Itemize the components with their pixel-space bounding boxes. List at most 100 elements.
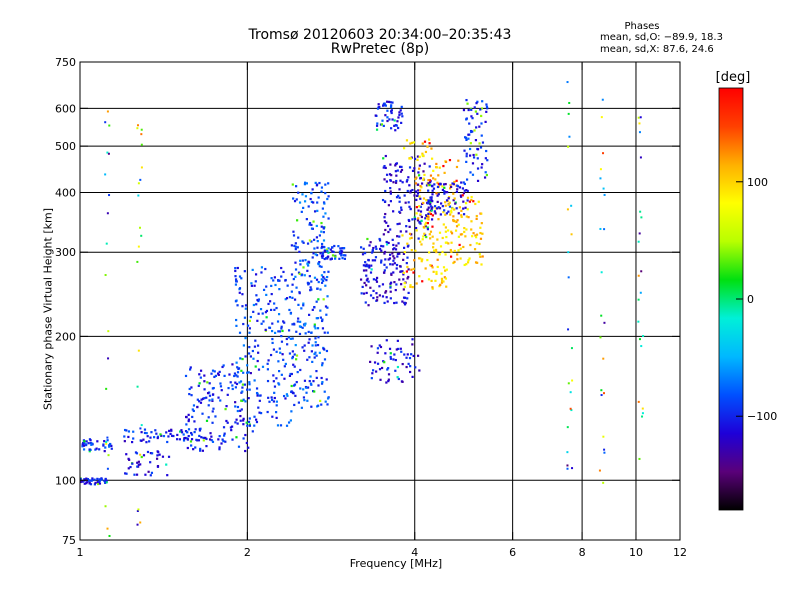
data-point [403,303,407,306]
data-point [443,276,446,279]
data-point [400,350,403,353]
data-point [170,429,173,432]
data-point [238,275,242,278]
data-point [403,246,406,249]
data-point [152,436,156,439]
data-point [139,521,142,524]
data-point [203,380,206,383]
data-point [280,373,283,376]
data-point [123,440,126,443]
data-point [334,255,337,258]
data-point [188,392,191,396]
data-point [480,222,483,225]
data-point [285,297,289,300]
data-point [129,465,132,469]
data-point [398,235,401,238]
data-point [389,200,392,203]
data-point [149,436,152,439]
chart-title: Tromsø 20120603 20:34:00–20:35:43 [248,27,512,43]
data-point [478,242,481,246]
data-point [296,219,299,222]
data-point [603,228,606,231]
data-point [301,193,304,196]
data-point [250,284,253,287]
data-points [79,81,645,537]
data-point [441,205,444,208]
data-point [415,282,418,285]
data-point [240,391,243,394]
data-point [569,391,572,394]
data-point [428,181,432,184]
data-point [400,165,403,169]
data-point [399,347,402,350]
data-point [273,302,276,305]
data-point [198,382,201,385]
data-point [463,230,466,233]
data-point [321,256,324,259]
data-point [102,444,105,447]
data-point [403,194,406,197]
data-point [287,336,290,339]
data-point [474,202,477,206]
data-point [267,359,270,362]
data-point [285,393,289,396]
data-point [330,246,334,249]
data-point [272,374,275,377]
data-point [296,370,299,374]
data-point [370,251,374,254]
data-point [426,228,430,231]
data-point [294,394,297,397]
data-point [570,233,573,236]
data-point [106,110,109,113]
data-point [398,200,401,203]
data-point [140,133,143,136]
data-point [242,423,245,426]
data-point [435,162,438,166]
data-point [103,450,106,453]
y-tick-label: 750 [55,56,76,69]
data-point [85,443,88,447]
data-point [310,350,313,353]
data-point [398,113,401,117]
data-point [398,222,401,225]
data-point [452,183,455,186]
data-point [396,252,399,255]
data-point [389,190,392,193]
data-point [470,220,473,223]
data-point [136,127,139,130]
data-point [292,230,295,233]
data-point [450,250,453,253]
data-point [136,509,139,512]
data-point [303,181,307,184]
data-point [323,271,326,274]
data-point [384,352,387,355]
data-point [406,242,409,245]
data-point [400,283,403,286]
data-point [149,452,152,455]
data-point [106,212,109,215]
data-point [370,264,373,267]
data-point [403,251,406,254]
data-point [433,183,436,186]
data-point [462,245,465,249]
data-point [160,434,163,437]
data-point [459,233,462,236]
data-point [454,229,458,232]
data-point [193,430,196,434]
data-point [423,140,427,143]
data-point [465,178,469,181]
data-point [275,400,278,403]
data-point [386,368,389,371]
data-point [384,189,387,193]
data-point [427,278,431,281]
data-point [424,150,428,154]
data-point [394,129,397,132]
data-point [431,189,434,192]
data-point [340,252,343,255]
data-point [405,270,408,273]
data-point [402,288,405,291]
data-point [294,268,298,271]
data-point [287,421,291,424]
data-point [282,320,285,323]
data-point [340,254,343,257]
